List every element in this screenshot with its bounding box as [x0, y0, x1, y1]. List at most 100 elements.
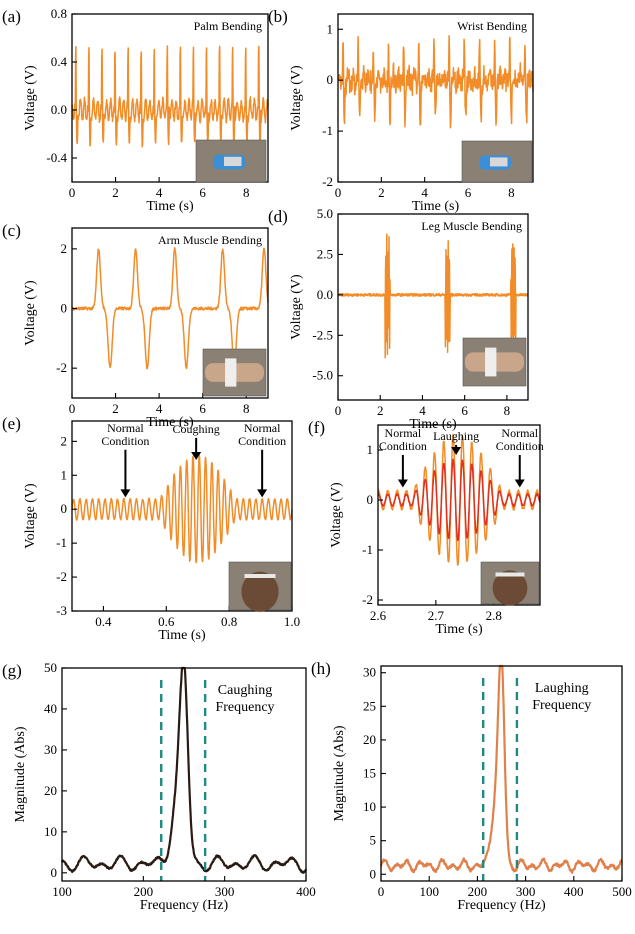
y-axis-label: Voltage (V) — [23, 65, 38, 131]
y-tick-label: 10 — [44, 824, 57, 839]
chart-title: Arm Muscle Bending — [158, 233, 262, 247]
face-icon — [228, 561, 292, 612]
plot-frame — [337, 13, 534, 183]
x-tick-label: 2.7 — [428, 608, 445, 623]
y-tick-label: 0.0 — [51, 102, 67, 117]
plot-frame — [377, 424, 541, 606]
arrow-head — [120, 489, 131, 498]
annotation-label: Frequency — [532, 698, 591, 713]
y-tick-label: 1 — [61, 467, 68, 482]
panel-letter: (e) — [2, 414, 21, 433]
x-axis-label: Time (s) — [146, 199, 194, 214]
panel-letter: (d) — [268, 207, 288, 226]
y-tick-label: -2 — [56, 569, 67, 584]
x-axis-label: Time (s) — [146, 415, 194, 430]
x-tick-label: 8 — [504, 403, 511, 418]
face-shape — [241, 571, 279, 612]
annotation-label: Caughing — [218, 683, 272, 698]
panel-letter: (c) — [2, 221, 21, 240]
y-tick-label: 0 — [61, 301, 68, 316]
chart-title: Palm Bending — [194, 19, 262, 33]
face-shape — [492, 570, 528, 606]
x-tick-label: 300 — [215, 884, 235, 899]
x-tick-label: 2 — [112, 185, 119, 200]
y-tick-label: 0 — [51, 865, 58, 880]
x-tick-label: 100 — [419, 884, 439, 899]
panel-letter: (b) — [268, 7, 288, 26]
x-tick-label: 8 — [243, 401, 250, 416]
annotation-label: Condition — [238, 434, 286, 448]
x-tick-label: 1.0 — [284, 614, 300, 629]
y-tick-label: 30 — [363, 665, 376, 680]
y-tick-label: -5.0 — [312, 368, 333, 383]
x-tick-label: 0 — [378, 884, 385, 899]
x-tick-label: 0.4 — [95, 614, 112, 629]
x-tick-label: 200 — [468, 884, 488, 899]
series-line — [71, 454, 293, 564]
arm-icon — [202, 348, 267, 397]
chart-panel: 0 100 200 300 400 500 30 25 20 15 10 5 0 Frequency (H… — [311, 659, 632, 913]
y-tick-label: -2 — [362, 592, 373, 607]
series-line — [60, 666, 308, 874]
y-tick-label: -2 — [56, 360, 67, 375]
plot-frame — [71, 420, 293, 612]
x-tick-label: 0.6 — [158, 614, 175, 629]
y-tick-label: 0 — [367, 492, 374, 507]
y-tick-label: -0.4 — [46, 150, 67, 165]
y-tick-label: 10 — [363, 799, 376, 814]
annotation-label: Condition — [496, 439, 544, 453]
x-tick-label: 0 — [335, 403, 342, 418]
x-axis-label: Frequency (Hz) — [140, 898, 229, 913]
x-tick-label: 2 — [378, 185, 385, 200]
y-tick-label: 15 — [363, 766, 376, 781]
x-tick-label: 2 — [112, 401, 119, 416]
sensor-band — [495, 572, 525, 577]
chart-panel: 2.6 2.7 2.8 1 0 -1 -2 Time (s) Voltage (V) (f) Nor… — [308, 418, 544, 637]
series-line — [337, 233, 529, 359]
plot-frame — [337, 213, 529, 401]
y-axis-label: Voltage (V) — [289, 65, 304, 131]
x-tick-label: 2 — [377, 403, 384, 418]
y-tick-label: -2.5 — [312, 327, 333, 342]
panel-letter: (h) — [311, 659, 331, 678]
y-tick-label: 20 — [363, 732, 376, 747]
y-tick-label: 2 — [61, 241, 68, 256]
x-tick-label: 2.8 — [486, 608, 502, 623]
x-tick-label: 300 — [516, 884, 536, 899]
x-tick-label: 4 — [421, 185, 428, 200]
x-tick-label: 0 — [69, 401, 76, 416]
x-tick-label: 4 — [419, 403, 426, 418]
y-axis-label: Voltage (V) — [329, 482, 344, 548]
annotation-label: Normal — [107, 421, 144, 435]
hand-icon — [461, 140, 533, 183]
panel-letter: (a) — [2, 7, 21, 26]
chart-panel: 0 2 4 6 8 0.8 0.4 0.0 -0.4 Time (s) Voltage (V) (a)… — [2, 6, 269, 214]
x-tick-label: 500 — [612, 884, 632, 899]
y-tick-label: 1 — [367, 442, 374, 457]
annotation-label: Normal — [244, 421, 281, 435]
x-tick-label: 0 — [335, 185, 342, 200]
x-axis-label: Time (s) — [412, 199, 460, 214]
y-tick-label: 0.8 — [51, 6, 67, 21]
x-tick-label: 6 — [461, 403, 468, 418]
plot-frame — [71, 13, 269, 183]
chart-panel: 0 2 4 6 8 2 0 -2 Time (s) Voltage (V) (c) Arm Muscl… — [2, 221, 269, 430]
plot-frame — [61, 667, 307, 882]
series-line — [337, 35, 534, 129]
face-icon — [480, 561, 540, 606]
x-tick-label: 100 — [52, 884, 72, 899]
x-tick-label: 8 — [243, 185, 250, 200]
annotation-label: Normal — [385, 426, 422, 440]
y-tick-label: -1 — [362, 542, 373, 557]
y-tick-label: 2 — [61, 433, 68, 448]
y-tick-label: 0.0 — [317, 287, 333, 302]
x-tick-label: 0 — [69, 185, 76, 200]
y-axis-label: Voltage (V) — [289, 274, 304, 340]
annotation-label: Normal — [501, 426, 538, 440]
x-tick-label: 6 — [465, 185, 472, 200]
x-tick-label: 0.8 — [221, 614, 237, 629]
y-tick-label: 50 — [44, 660, 57, 675]
arrow-head — [397, 479, 408, 488]
leg-icon — [462, 337, 527, 387]
